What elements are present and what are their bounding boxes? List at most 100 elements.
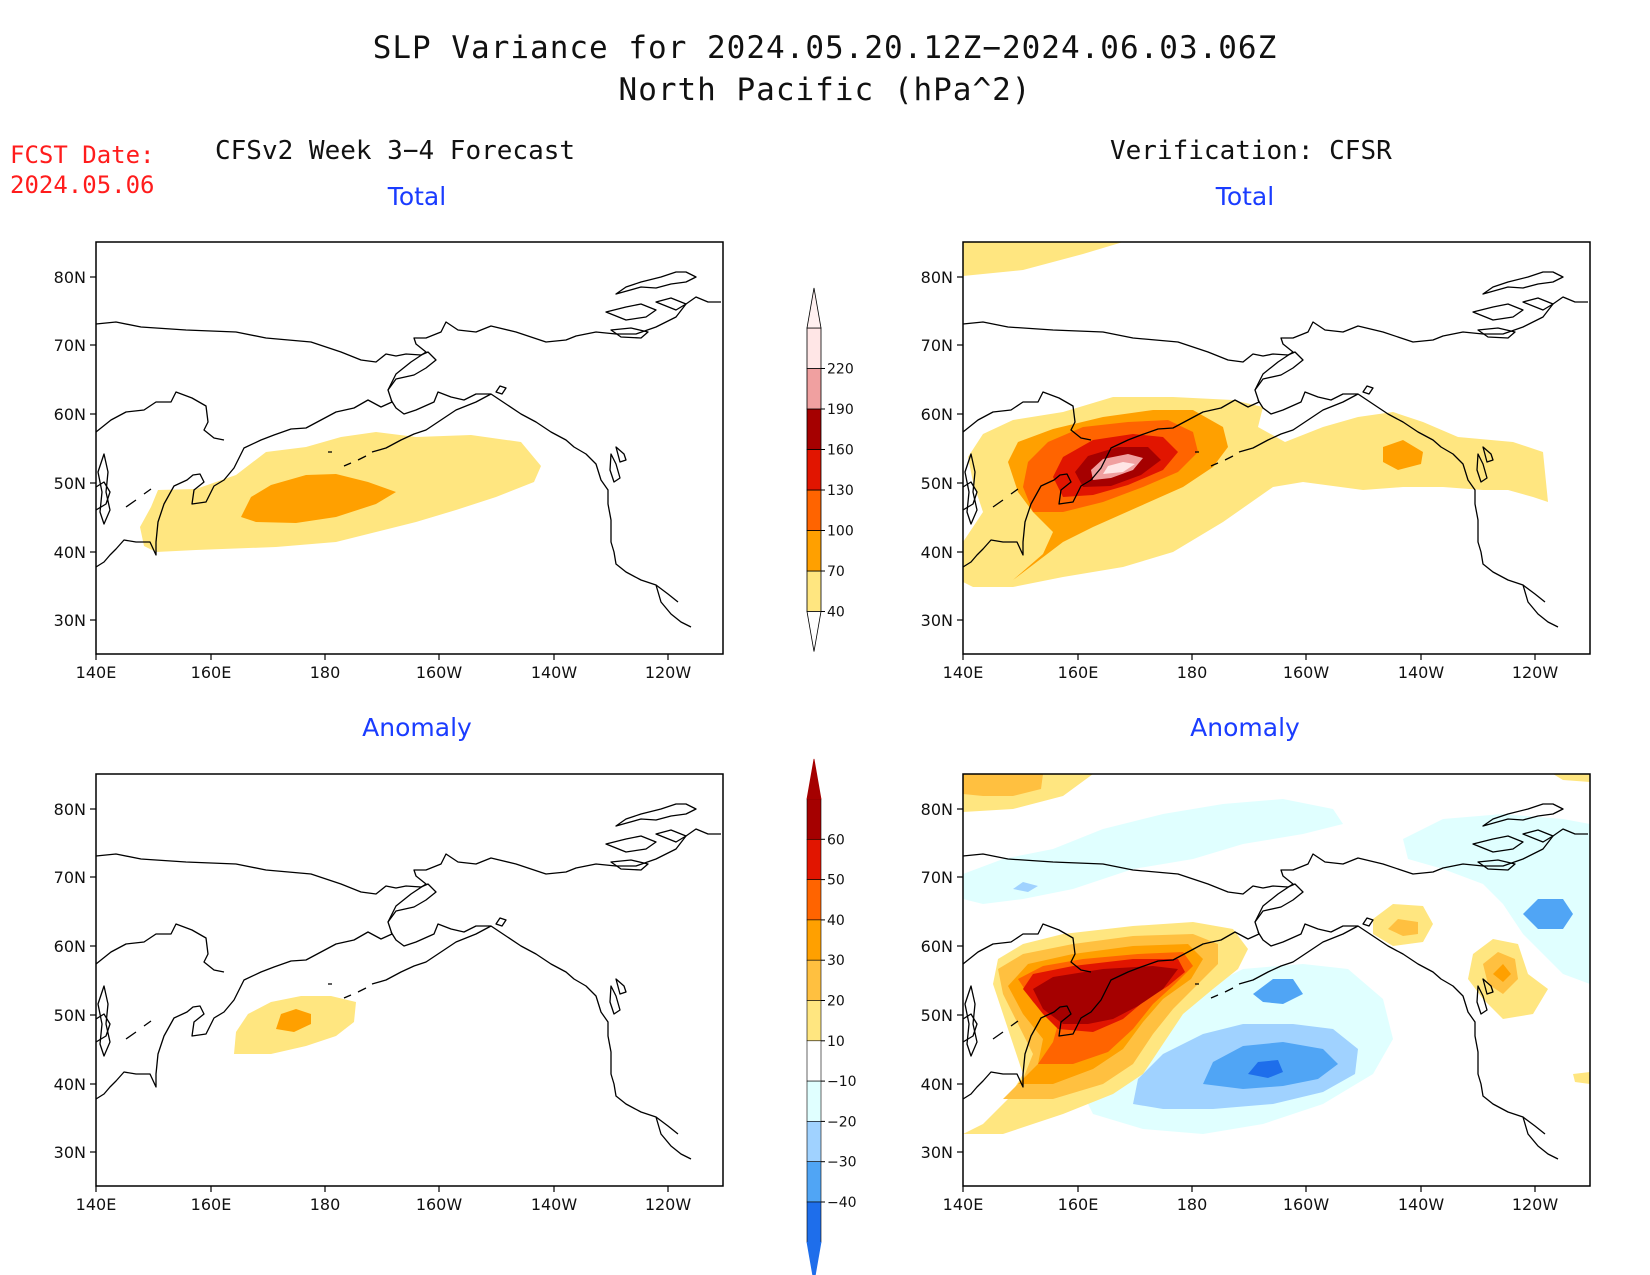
- legend-anomaly-swatch: [806, 919, 822, 961]
- lat-tick-label: 40N: [54, 543, 86, 562]
- lat-tick-label: 70N: [54, 868, 86, 887]
- forecast-total-contours: [140, 432, 541, 552]
- lat-tick-label: 50N: [921, 1006, 953, 1025]
- lon-tick-label: 140W: [1398, 663, 1445, 682]
- panel-forecast-total: [95, 241, 724, 655]
- legend-total-label: 40: [827, 605, 845, 621]
- legend-anomaly-top-arrow: [806, 758, 822, 800]
- legend-total-swatch: [806, 327, 822, 369]
- lon-tick-label: 160E: [1058, 1195, 1099, 1214]
- lon-tick-label: 160E: [191, 1195, 232, 1214]
- lon-tick-label: 180: [1177, 1195, 1208, 1214]
- legend-anomaly-swatch: [806, 1121, 822, 1163]
- legend-total-swatch: [806, 449, 822, 491]
- legend-anomaly: 60 50 40 30 20 10 −10 −20 −30 −40: [806, 758, 857, 1275]
- lon-tick-label: 160W: [1283, 1195, 1330, 1214]
- lat-tick-label: 80N: [921, 800, 953, 819]
- lat-tick-label: 70N: [921, 336, 953, 355]
- lon-tick-label: 120W: [645, 663, 692, 682]
- verification-total-contours: [963, 242, 1548, 587]
- legend-anomaly-label: −10: [827, 1074, 857, 1090]
- lon-tick-label: 160E: [191, 663, 232, 682]
- panel-verification-total: [962, 241, 1591, 655]
- lon-tick-label: 140W: [531, 1195, 578, 1214]
- lon-tick-label: 140W: [531, 663, 578, 682]
- panel-title-bottom-left: Anomaly: [362, 713, 472, 742]
- panel-title-bottom-right: Anomaly: [1190, 713, 1300, 742]
- lon-tick-label: 140W: [1398, 1195, 1445, 1214]
- panel-title-top-right: Total: [1215, 182, 1275, 211]
- legend-anomaly-label: −40: [827, 1195, 857, 1211]
- legend-total-swatch: [806, 408, 822, 450]
- legend-total-bottom-arrow: [806, 611, 822, 652]
- panel-title-top-left: Total: [387, 182, 447, 211]
- lat-tick-label: 40N: [54, 1075, 86, 1094]
- lat-tick-label: 30N: [54, 611, 86, 630]
- legend-anomaly-swatch: [806, 1040, 822, 1082]
- legend-total-swatch: [806, 368, 822, 410]
- legend-total: 40 70 100 130 160 190 220: [806, 287, 854, 652]
- lat-tick-label: 60N: [921, 405, 953, 424]
- lat-tick-label: 40N: [921, 1075, 953, 1094]
- lon-tick-label: 160W: [416, 663, 463, 682]
- legend-anomaly-label: −30: [827, 1155, 857, 1171]
- forecast-anomaly-contours: [234, 996, 356, 1054]
- lon-tick-label: 140E: [943, 663, 984, 682]
- lat-tick-label: 30N: [921, 1143, 953, 1162]
- forecast-date-value: 2024.05.06: [10, 171, 155, 199]
- legend-total-swatch: [806, 570, 822, 612]
- lon-tick-label: 140E: [76, 663, 117, 682]
- lat-tick-label: 70N: [921, 868, 953, 887]
- legend-total-swatch: [806, 530, 822, 572]
- forecast-date-block: FCST Date: 2024.05.06: [10, 140, 155, 200]
- lon-tick-label: 160W: [416, 1195, 463, 1214]
- lat-tick-label: 80N: [921, 268, 953, 287]
- lon-tick-label: 120W: [1512, 1195, 1559, 1214]
- legend-total-top-arrow: [806, 287, 822, 329]
- lat-tick-label: 80N: [54, 268, 86, 287]
- legend-anomaly-bottom-arrow: [806, 1241, 822, 1275]
- legend-total-label: 70: [827, 564, 845, 580]
- lat-tick-label: 80N: [54, 800, 86, 819]
- legend-total-label: 190: [827, 402, 854, 418]
- lon-tick-label: 120W: [1512, 663, 1559, 682]
- legend-total-label: 160: [827, 443, 854, 459]
- lon-tick-label: 180: [310, 1195, 341, 1214]
- lat-tick-label: 60N: [54, 405, 86, 424]
- legend-anomaly-label: 40: [827, 913, 845, 929]
- legend-total-label: 100: [827, 524, 854, 540]
- lat-tick-label: 70N: [54, 336, 86, 355]
- lat-tick-label: 40N: [921, 543, 953, 562]
- forecast-date-label: FCST Date:: [10, 141, 155, 169]
- legend-anomaly-swatch: [806, 879, 822, 921]
- lat-tick-label: 50N: [54, 1006, 86, 1025]
- legend-total-swatch: [806, 489, 822, 531]
- verification-anomaly-contours: [963, 774, 1590, 1134]
- main-title-line2: North Pacific (hPa^2): [618, 72, 1032, 108]
- legend-anomaly-swatch: [806, 1161, 822, 1203]
- lon-tick-label: 140E: [76, 1195, 117, 1214]
- panel-forecast-anomaly: [95, 773, 724, 1187]
- legend-anomaly-label: 20: [827, 994, 845, 1010]
- legend-anomaly-label: 10: [827, 1034, 845, 1050]
- legend-anomaly-swatch: [806, 838, 822, 880]
- lat-tick-label: 30N: [921, 611, 953, 630]
- legend-anomaly-swatch: [806, 798, 822, 840]
- left-column-header: CFSv2 Week 3−4 Forecast: [215, 136, 576, 166]
- legend-anomaly-label: 60: [827, 832, 845, 848]
- legend-anomaly-label: 50: [827, 873, 845, 889]
- lat-tick-label: 30N: [54, 1143, 86, 1162]
- lon-tick-label: 120W: [645, 1195, 692, 1214]
- legend-total-label: 220: [827, 362, 854, 378]
- legend-anomaly-label: −20: [827, 1114, 857, 1130]
- main-title-line1: SLP Variance for 2024.05.20.12Z−2024.06.…: [372, 30, 1278, 66]
- axes-layer: 80N 70N 60N 50N 40N 30N 140E 160E 180 160W 140W 120…: [54, 268, 1559, 1214]
- lon-tick-label: 180: [310, 663, 341, 682]
- lat-tick-label: 60N: [921, 937, 953, 956]
- legend-anomaly-swatch: [806, 1201, 822, 1243]
- lat-tick-label: 60N: [54, 937, 86, 956]
- lon-tick-label: 140E: [943, 1195, 984, 1214]
- legend-anomaly-swatch: [806, 1080, 822, 1122]
- lat-tick-label: 50N: [921, 474, 953, 493]
